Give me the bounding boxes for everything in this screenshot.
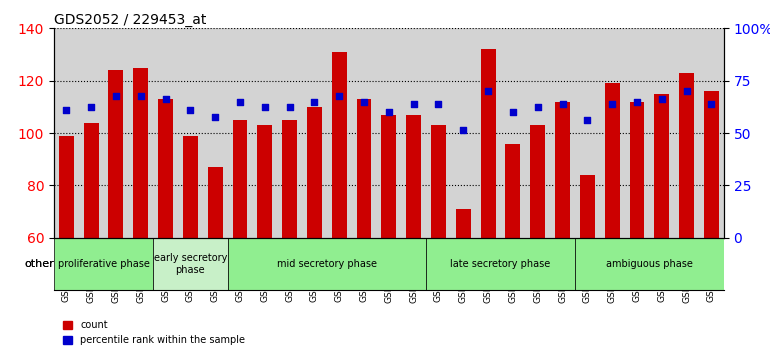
FancyBboxPatch shape bbox=[228, 238, 426, 290]
Bar bbox=[381, 115, 397, 238]
Bar bbox=[531, 125, 545, 238]
Point bbox=[60, 107, 72, 112]
Point bbox=[283, 104, 296, 110]
Bar bbox=[704, 91, 719, 238]
Bar bbox=[505, 144, 521, 238]
Point bbox=[110, 93, 122, 99]
Point bbox=[308, 99, 320, 104]
Bar bbox=[233, 120, 247, 238]
Bar bbox=[407, 115, 421, 238]
Bar bbox=[431, 125, 446, 238]
Text: mid secretory phase: mid secretory phase bbox=[277, 259, 377, 269]
Point bbox=[581, 117, 594, 123]
Point bbox=[457, 128, 470, 133]
Bar bbox=[158, 99, 173, 238]
Point bbox=[184, 107, 196, 112]
Point bbox=[655, 96, 668, 102]
Bar bbox=[257, 125, 273, 238]
Point bbox=[705, 102, 718, 107]
Bar bbox=[133, 68, 148, 238]
Point bbox=[358, 99, 370, 104]
Bar bbox=[282, 120, 297, 238]
FancyBboxPatch shape bbox=[426, 238, 575, 290]
Bar bbox=[555, 102, 570, 238]
FancyBboxPatch shape bbox=[54, 238, 153, 290]
Bar bbox=[84, 122, 99, 238]
Bar bbox=[456, 209, 470, 238]
Point bbox=[85, 104, 97, 110]
Bar bbox=[357, 99, 371, 238]
Text: other: other bbox=[24, 259, 54, 269]
Point bbox=[333, 93, 346, 99]
Point bbox=[631, 99, 643, 104]
Point bbox=[681, 88, 693, 94]
Bar bbox=[679, 73, 694, 238]
Bar bbox=[630, 102, 644, 238]
Bar bbox=[59, 136, 74, 238]
Bar bbox=[183, 136, 198, 238]
Point bbox=[507, 109, 519, 115]
Bar bbox=[307, 107, 322, 238]
Point bbox=[209, 115, 221, 120]
Bar bbox=[654, 94, 669, 238]
Point bbox=[159, 96, 172, 102]
Text: other: other bbox=[24, 259, 54, 269]
Point bbox=[234, 99, 246, 104]
Point bbox=[432, 102, 444, 107]
Text: late secretory phase: late secretory phase bbox=[450, 259, 551, 269]
Bar bbox=[109, 70, 123, 238]
Point bbox=[383, 109, 395, 115]
Point bbox=[482, 88, 494, 94]
Point bbox=[259, 104, 271, 110]
Legend: count, percentile rank within the sample: count, percentile rank within the sample bbox=[59, 316, 249, 349]
FancyBboxPatch shape bbox=[153, 238, 228, 290]
Point bbox=[557, 102, 569, 107]
Bar bbox=[580, 175, 594, 238]
FancyBboxPatch shape bbox=[575, 238, 724, 290]
Bar bbox=[332, 52, 346, 238]
Text: ambiguous phase: ambiguous phase bbox=[606, 259, 693, 269]
Point bbox=[135, 93, 147, 99]
Bar bbox=[480, 49, 496, 238]
Text: early secretory
phase: early secretory phase bbox=[154, 253, 227, 275]
Point bbox=[407, 102, 420, 107]
Text: GDS2052 / 229453_at: GDS2052 / 229453_at bbox=[54, 13, 206, 27]
Text: proliferative phase: proliferative phase bbox=[58, 259, 149, 269]
Point bbox=[531, 104, 544, 110]
Bar bbox=[208, 167, 223, 238]
Point bbox=[606, 102, 618, 107]
Bar bbox=[604, 83, 620, 238]
